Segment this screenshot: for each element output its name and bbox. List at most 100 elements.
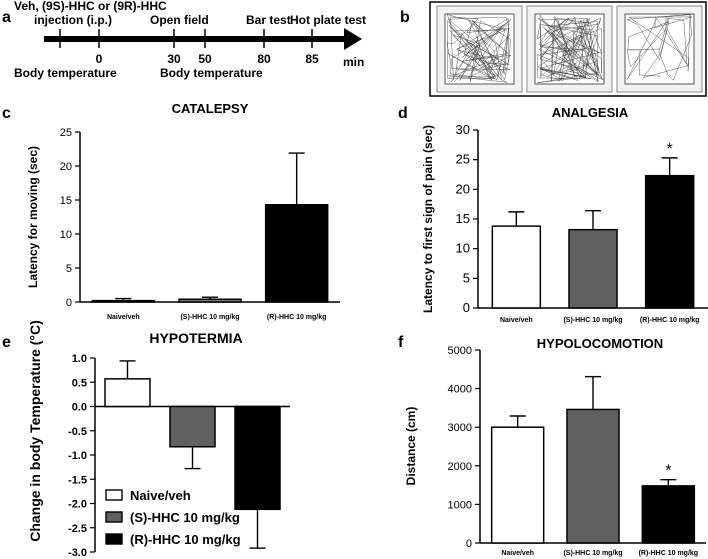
chart-c-ytick-label: 15 (60, 195, 72, 207)
event-hot-plate-test: Hot plate test (290, 13, 366, 27)
legend-label-1: Naive/veh (130, 488, 191, 503)
legend-swatch-1 (105, 489, 123, 501)
legend-label-3: (R)-HHC 10 mg/kg (130, 532, 241, 547)
chart-f-ytick-label: 0 (466, 538, 472, 550)
panel-d-analgesia: d ANALGESIA Latency to first sign of pai… (398, 105, 708, 324)
chart-e-bar-3 (234, 405, 281, 511)
chart-f-bar-3 (641, 485, 696, 544)
arena-track-1 (446, 14, 512, 83)
legend-swatch-2 (105, 511, 123, 523)
chart-f-bar-2 (566, 408, 620, 544)
open-field-arenas (436, 5, 703, 93)
chart-e-ytick-label: -0.5 (68, 426, 87, 438)
chart-f-category-1: Naive/veh (501, 550, 534, 557)
chart-c-ytick-label: 5 (66, 263, 72, 275)
chart-e-legend: Naive/veh (S)-HHC 10 mg/kg (R)-HHC 10 mg/k… (105, 488, 241, 547)
legend-swatch-3 (105, 533, 123, 545)
timeline-tick-label-30: 30 (167, 52, 181, 66)
chart-c-category-2: (S)-HHC 10 mg/kg (180, 314, 239, 321)
panel-f-hypolocomotion: f HYPOLOCOMOTION Distance (cm) 0 1000 2000… (398, 334, 706, 557)
timeline-arrowhead (344, 28, 362, 50)
chart-e-ytick-label: 0.5 (72, 377, 87, 389)
chart-c-bar-1 (91, 299, 156, 303)
chart-d-ytick-label: 5 (463, 270, 470, 285)
chart-e-ytick-label: -1.0 (68, 450, 87, 462)
chart-d-bar-1 (491, 225, 542, 309)
chart-f-ytick-label: 4000 (448, 384, 472, 396)
chart-e-ytick-label: 1.0 (72, 353, 87, 365)
chart-d-ytick-label: 25 (456, 152, 470, 167)
event-body-temperature-1: Body temperature (14, 66, 117, 80)
chart-d-significance-3: * (667, 141, 673, 158)
chart-f-ytick-label: 5000 (448, 345, 472, 357)
chart-e-ytick-label: 0.0 (72, 402, 87, 414)
timeline-unit: min (343, 55, 364, 69)
treatment-label-line1: Veh, (9S)-HHC or (9R)-HHC (14, 0, 167, 13)
chart-d-ytick-label: 0 (463, 300, 470, 315)
event-open-field: Open field (150, 13, 209, 27)
chart-e-ytick-label: -1.5 (68, 474, 87, 486)
chart-d-category-3: (R)-HHC 10 mg/kg (640, 317, 700, 324)
chart-f-significance-3: * (665, 463, 671, 480)
chart-f-title: HYPOLOCOMOTION (537, 336, 663, 351)
chart-c-bar-3 (264, 204, 329, 303)
chart-f-ytick-label: 1000 (448, 499, 472, 511)
chart-d-ytick-label: 10 (456, 241, 470, 256)
chart-e-ylabel: Change in body Temperature (°C) (27, 320, 43, 542)
chart-c-title: CATALEPSY (172, 101, 249, 116)
chart-f-plot: 0 1000 2000 3000 4000 5000 Naive/veh (S)-HHC 10… (448, 345, 706, 557)
timeline-tick-label-85: 85 (305, 52, 319, 66)
chart-d-ytick-label: 15 (456, 211, 470, 226)
timeline-axis (44, 36, 346, 42)
chart-c-category-3: (R)-HHC 10 mg/kg (267, 314, 327, 321)
panel-letter-a: a (2, 9, 11, 26)
timeline-tick-label-50: 50 (198, 52, 212, 66)
chart-e-title: HYPOTERMIA (149, 330, 242, 346)
arena-track-2 (536, 14, 604, 84)
panel-a-timeline: a Veh, (9S)-HHC or (9R)-HHC injection (i… (2, 0, 366, 80)
panel-letter-c: c (2, 105, 11, 122)
chart-c-ytick-label: 20 (60, 161, 72, 173)
panel-letter-d: d (398, 105, 408, 122)
legend-label-2: (S)-HHC 10 mg/kg (130, 510, 240, 525)
chart-c-ylabel: Latency for moving (sec) (26, 146, 40, 288)
chart-d-title: ANALGESIA (552, 105, 629, 120)
chart-d-plot: 0 5 10 15 20 25 30 Naive/veh (S)-HHC 10 mg/kg * (R… (456, 122, 708, 324)
chart-e-ytick-label: -2.0 (68, 499, 87, 511)
panel-e-hypotermia: e HYPOTERMIA Change in body Temperature … (2, 320, 290, 559)
chart-f-ytick-label: 3000 (448, 422, 472, 434)
panel-letter-f: f (398, 334, 404, 351)
event-body-temperature-2: Body temperature (160, 66, 263, 80)
chart-d-ytick-label: 20 (456, 181, 470, 196)
chart-e-ytick-label: -3.0 (68, 547, 87, 559)
chart-e-bar-2 (169, 405, 216, 448)
chart-d-ytick-label: 30 (456, 122, 470, 137)
chart-f-category-3: (R)-HHC 10 mg/kg (639, 550, 699, 557)
treatment-label-line2: injection (i.p.) (34, 13, 112, 27)
chart-e-bar-1 (104, 378, 151, 408)
timeline-tick-label-0: 0 (96, 52, 103, 66)
panel-letter-b: b (400, 9, 410, 26)
chart-e-ytick-label: -2.5 (68, 523, 87, 535)
chart-c-ytick-label: 25 (60, 127, 72, 139)
chart-d-bar-2 (568, 228, 618, 309)
panel-letter-e: e (2, 334, 11, 351)
chart-d-category-1: Naive/veh (500, 317, 533, 324)
chart-c-ytick-label: 10 (60, 229, 72, 241)
chart-f-ytick-label: 2000 (448, 461, 472, 473)
panel-c-catalepsy: c CATALEPSY Latency for moving (sec) 0 5 1… (2, 101, 340, 321)
chart-f-category-2: (S)-HHC 10 mg/kg (563, 550, 622, 557)
chart-d-ylabel: Latency to first sign of pain (sec) (421, 125, 435, 313)
timeline-tick-label-80: 80 (257, 52, 271, 66)
event-bar-test: Bar test (246, 13, 291, 27)
chart-e-plot: -3.0 -2.5 -2.0 -1.5 -1.0 -0.5 0.0 0.5 1.0 (68, 353, 290, 559)
chart-d-category-2: (S)-HHC 10 mg/kg (563, 317, 622, 324)
chart-c-bar-2 (178, 298, 242, 303)
chart-c-category-1: Naive/veh (107, 314, 140, 321)
chart-f-bar-1 (490, 426, 545, 544)
chart-c-ytick-label: 0 (66, 297, 72, 309)
chart-c-plot: 0 5 10 15 20 25 Naive/veh (S)-HHC 10 mg/kg (R)-H… (60, 127, 340, 321)
chart-d-bar-3 (644, 174, 695, 309)
arena-track-3 (626, 14, 692, 81)
